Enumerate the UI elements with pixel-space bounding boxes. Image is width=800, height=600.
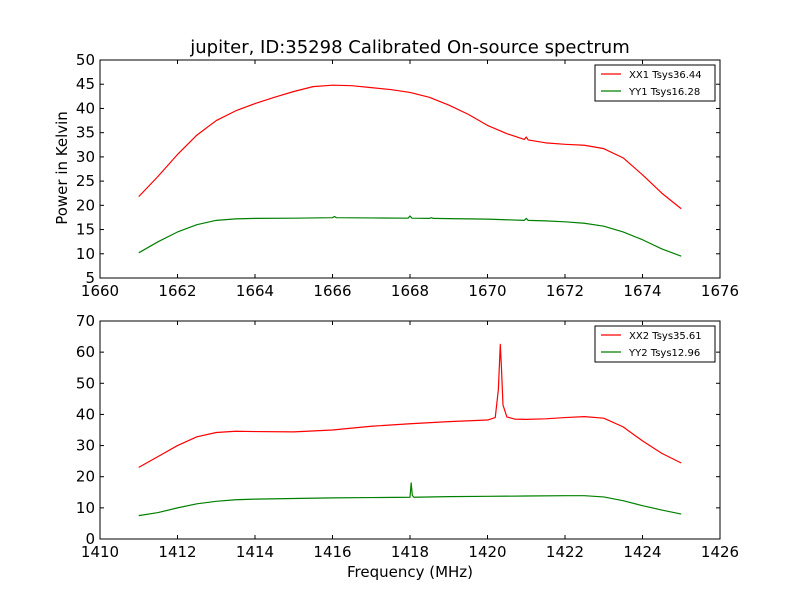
top-y-tick-label: 15 xyxy=(76,221,95,239)
bottom-legend-label-1: XX2 Tsys35.61 xyxy=(629,331,702,342)
bottom-x-tick-label: 1412 xyxy=(158,543,196,561)
top-y-tick-label: 25 xyxy=(76,172,95,190)
bottom-x-tick-label: 1416 xyxy=(313,543,351,561)
top-x-tick-label: 1662 xyxy=(158,282,196,300)
bottom-x-tick-label: 1414 xyxy=(236,543,274,561)
top-x-tick-label: 1674 xyxy=(623,282,661,300)
bottom-y-tick-label: 10 xyxy=(76,499,95,517)
top-y-tick-label: 50 xyxy=(76,51,95,69)
top-x-tick-label: 1660 xyxy=(81,282,119,300)
top-series-line-1 xyxy=(138,84,682,210)
top-legend-label-2: YY1 Tsys16.28 xyxy=(628,87,700,98)
bottom-x-tick-label: 1424 xyxy=(623,543,661,561)
top-y-tick-label: 30 xyxy=(76,148,95,166)
bottom-y-tick-label: 70 xyxy=(76,312,95,330)
top-legend xyxy=(594,64,716,102)
top-x-tick-label: 1676 xyxy=(701,282,739,300)
bottom-y-tick-label: 60 xyxy=(76,343,95,361)
bottom-y-tick-label: 20 xyxy=(76,468,95,486)
top-chart: 1660 1662 1664 1666 1668 1670 1672 1674 1676 5 10 1… xyxy=(76,51,739,300)
top-x-tick-label: 1666 xyxy=(313,282,351,300)
top-y-tick-label: 5 xyxy=(85,269,95,287)
bottom-legend-label-2: YY2 Tsys12.96 xyxy=(628,348,700,359)
bottom-x-tick-label: 1422 xyxy=(546,543,584,561)
top-y-tick-label: 35 xyxy=(76,124,95,142)
top-y-tick-label: 45 xyxy=(76,75,95,93)
bottom-x-tick-label: 1410 xyxy=(81,543,119,561)
bottom-y-tick-label: 50 xyxy=(76,374,95,392)
bottom-y-tick-label: 0 xyxy=(85,530,95,548)
top-x-tick-label: 1670 xyxy=(468,282,506,300)
bottom-chart-x-axis-label: Frequency (MHz) xyxy=(347,563,473,581)
top-y-tick-label: 20 xyxy=(76,196,95,214)
top-chart-title: jupiter, ID:35298 Calibrated On-source s… xyxy=(189,37,630,58)
top-chart-y-axis-label: Power in Kelvin xyxy=(53,111,71,225)
top-x-tick-label: 1664 xyxy=(236,282,274,300)
bottom-y-tick-label: 30 xyxy=(76,437,95,455)
bottom-x-tick-label: 1426 xyxy=(701,543,739,561)
bottom-y-tick-label: 40 xyxy=(76,405,95,423)
bottom-x-tick-label: 1420 xyxy=(468,543,506,561)
bottom-x-tick-label: 1418 xyxy=(391,543,429,561)
top-y-tick-label: 10 xyxy=(76,245,95,263)
bottom-legend xyxy=(594,325,716,363)
bottom-series-line-1 xyxy=(138,343,682,468)
top-y-tick-label: 40 xyxy=(76,99,95,117)
bottom-chart: 1410 1412 1414 1416 1418 1420 1422 1424 1426 0 10 2… xyxy=(76,312,739,561)
top-legend-label-1: XX1 Tsys36.44 xyxy=(629,70,702,81)
top-x-tick-label: 1668 xyxy=(391,282,429,300)
top-series-line-2 xyxy=(138,215,682,257)
bottom-series-line-2 xyxy=(138,482,682,517)
top-x-tick-label: 1672 xyxy=(546,282,584,300)
